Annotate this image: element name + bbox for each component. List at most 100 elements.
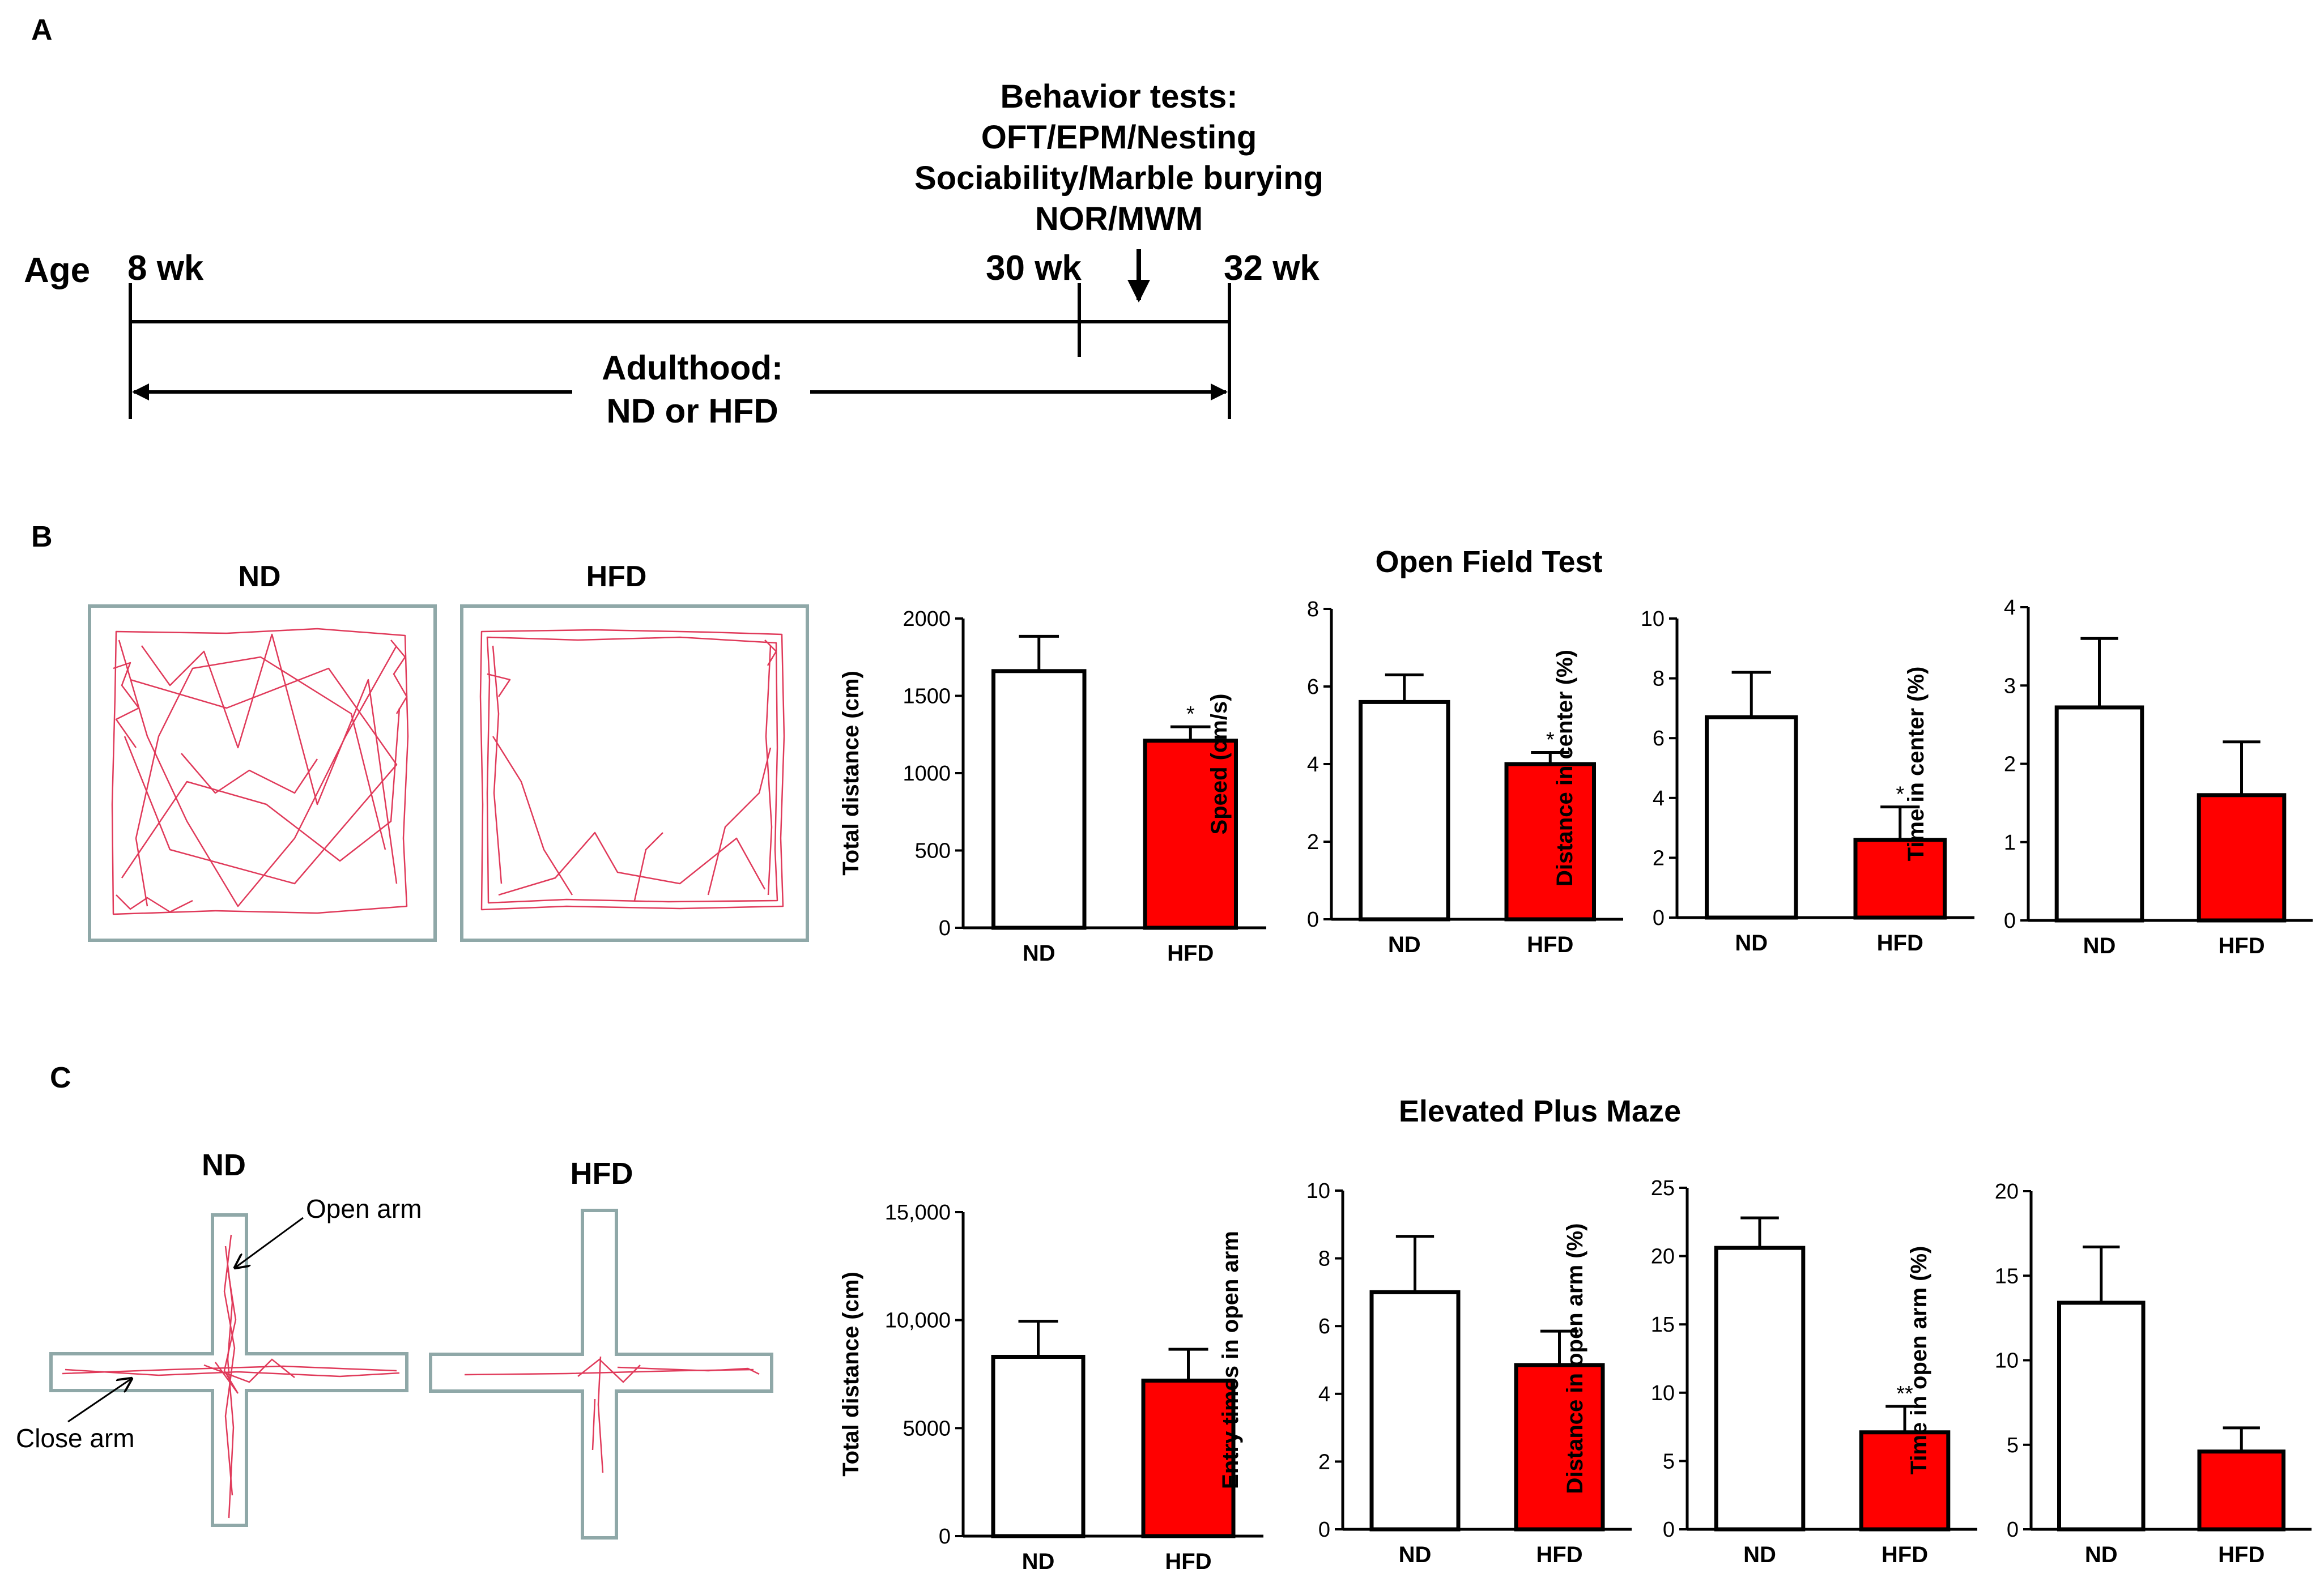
y-axis-label: Total distance (cm) (838, 1272, 863, 1477)
y-tick-label: 0 (2004, 909, 2016, 933)
chart-1: 0 500 1000 1500 2000 Total distance (cm) ND HFD… (838, 607, 1266, 966)
bar-nd (991, 1354, 1086, 1538)
y-axis-label: Speed (cm/s) (1207, 694, 1232, 835)
panel-b-label: B (31, 521, 53, 553)
behavior-tests-line-2: OFT/EPM/Nesting (981, 119, 1257, 156)
x-tick-label: HFD (2218, 933, 2265, 958)
y-tick-label: 0 (1307, 908, 1319, 932)
y-tick-label: 4 (1653, 787, 1665, 811)
y-tick-label: 10,000 (885, 1309, 951, 1333)
x-tick-label: ND (1023, 941, 1055, 966)
epm-maze-hfd (429, 1209, 773, 1540)
y-tick-label: 5000 (903, 1417, 951, 1440)
y-tick-label: 8 (1307, 598, 1319, 621)
open-field-title: Open Field Test (1375, 545, 1602, 579)
y-tick-label: 2000 (903, 607, 951, 631)
epm-track-hfd (464, 1356, 760, 1473)
y-tick-label: 10 (1641, 607, 1665, 631)
chart-7: 0 5 10 15 20 25 Distance in open arm (%) ND HFD *… (1563, 1176, 1977, 1567)
y-tick-label: 6 (1318, 1315, 1330, 1338)
bar-hfd (1143, 739, 1238, 930)
x-tick-label: HFD (1536, 1542, 1582, 1567)
y-tick-label: 15 (1651, 1313, 1675, 1337)
y-tick-label: 10 (1306, 1179, 1330, 1203)
y-tick-label: 10 (1995, 1349, 2019, 1373)
y-tick-label: 8 (1653, 667, 1665, 691)
bar-hfd (1504, 762, 1596, 922)
bar-hfd (2197, 793, 2287, 923)
x-tick-label: HFD (1882, 1542, 1928, 1567)
x-tick-label: HFD (1165, 1549, 1211, 1574)
y-tick-label: 500 (915, 839, 951, 863)
tick-label-8wk: 8 wk (127, 249, 204, 288)
x-tick-label: ND (2085, 1542, 2118, 1567)
x-tick-label: ND (2083, 933, 2116, 958)
y-tick-label: 0 (1318, 1518, 1330, 1542)
significance-marker: * (1896, 783, 1904, 807)
y-tick-label: 4 (1307, 753, 1319, 777)
epm-title: Elevated Plus Maze (1399, 1094, 1681, 1128)
bar-nd (1359, 700, 1450, 922)
y-axis-label: Distance in open arm (%) (1563, 1223, 1587, 1494)
y-tick-label: 8 (1318, 1247, 1330, 1271)
open-arm-annotation: Open arm (306, 1194, 422, 1223)
y-tick-label: 3 (2004, 674, 2016, 698)
y-tick-label: 5 (1663, 1449, 1675, 1473)
x-tick-label: HFD (1167, 941, 1214, 966)
bar-hfd (2197, 1449, 2285, 1532)
tick-label-30wk: 30 wk (986, 249, 1082, 288)
tick-label-32wk: 32 wk (1224, 249, 1320, 288)
chart-5: 0 5000 10,000 15,000 Total distance (cm) ND HF… (838, 1201, 1263, 1574)
y-tick-label: 5 (2007, 1434, 2019, 1457)
y-tick-label: 0 (2007, 1518, 2019, 1542)
panel-c-label: C (50, 1061, 71, 1094)
close-arm-pointer (67, 1379, 131, 1423)
adulthood-line-1: Adulthood: (602, 349, 783, 387)
y-axis-label: Total distance (cm) (838, 671, 863, 876)
y-tick-label: 6 (1307, 675, 1319, 699)
bar-nd (2057, 1300, 2146, 1532)
y-tick-label: 2 (1318, 1450, 1330, 1474)
bar-nd (2054, 705, 2144, 923)
chart-3: 0 2 4 6 8 10 Distance in center (%) ND HFD * (1552, 607, 1974, 956)
y-tick-label: 20 (1995, 1180, 2019, 1204)
chart-2: 0 2 4 6 8 Speed (cm/s) ND HFD * (1207, 598, 1623, 957)
y-tick-label: 25 (1651, 1176, 1675, 1200)
bar-hfd (1859, 1430, 1951, 1532)
close-arm-annotation: Close arm (16, 1423, 135, 1453)
bar-nd (1369, 1290, 1461, 1532)
significance-marker: * (1546, 728, 1555, 752)
bar-hfd (1514, 1363, 1605, 1532)
bar-hfd (1141, 1378, 1236, 1538)
behavior-tests-line-4: NOR/MWM (1035, 201, 1203, 237)
y-axis-label: Time in open arm (%) (1906, 1246, 1931, 1475)
y-tick-label: 6 (1653, 727, 1665, 751)
age-label: Age (24, 251, 90, 290)
y-tick-label: 4 (1318, 1383, 1330, 1406)
y-tick-label: 10 (1651, 1381, 1675, 1405)
x-tick-label: ND (1399, 1542, 1432, 1567)
bar-nd (1714, 1246, 1806, 1532)
significance-marker: ** (1896, 1382, 1913, 1406)
oft-track-label-hfd: HFD (586, 560, 647, 593)
significance-marker: * (1186, 702, 1195, 726)
y-tick-label: 2 (1653, 846, 1665, 870)
oft-arena-nd (88, 604, 437, 942)
y-axis-label: Distance in center (%) (1552, 650, 1577, 886)
x-tick-label: ND (1022, 1549, 1055, 1574)
oft-arena-hfd (460, 604, 809, 942)
y-tick-label: 0 (1653, 906, 1665, 930)
y-tick-label: 4 (2004, 596, 2016, 620)
y-tick-label: 2 (1307, 830, 1319, 854)
behavior-tests-line-1: Behavior tests: (1000, 78, 1237, 115)
y-tick-label: 1500 (903, 685, 951, 709)
epm-track-label-hfd: HFD (571, 1157, 633, 1191)
y-tick-label: 15 (1995, 1264, 2019, 1288)
oft-track-label-nd: ND (238, 560, 280, 593)
x-tick-label: ND (1388, 932, 1421, 957)
chart-6: 0 2 4 6 8 10 Entry times in open arm ND HFD (1218, 1179, 1632, 1567)
bar-nd (1705, 715, 1798, 920)
y-tick-label: 20 (1651, 1245, 1675, 1269)
panel-c: C Elevated Plus Maze ND HFD Open arm Clo… (16, 1061, 1681, 1540)
